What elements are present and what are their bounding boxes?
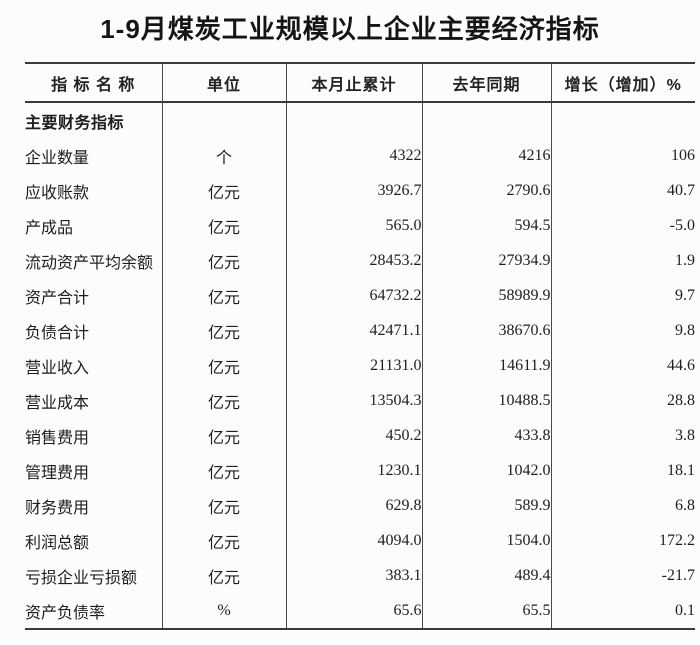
- indicator-name-cell: 资产负债率: [25, 593, 163, 630]
- growth-cell: 18.1: [667, 461, 695, 479]
- last-year-cell: 38670.6: [422, 313, 552, 348]
- table-header-row: 指 标 名 称 单位 本月止累计 去年同期 增长（增加）%: [25, 62, 695, 103]
- last-year-cell: 589.9: [422, 488, 552, 523]
- last-year-cell: 433.8: [422, 418, 552, 453]
- current-total-cell: 4322: [286, 138, 423, 173]
- unit-cell: %: [162, 593, 287, 630]
- table-row: 亏损企业亏损额 亿元 383.1 489.4 -21.7: [25, 558, 695, 593]
- indicator-name-cell: 销售费用: [25, 418, 163, 453]
- current-total-cell: 450.2: [286, 418, 423, 453]
- indicator-name-cell: 营业成本: [25, 383, 163, 418]
- indicator-name-cell: 资产合计: [25, 278, 163, 313]
- growth-cell: 172.2: [659, 531, 695, 549]
- table-row: 产成品 亿元 565.0 594.5 -5.0: [25, 208, 695, 243]
- last-year-cell: 1504.0: [422, 523, 552, 558]
- growth-cell: -5.0: [669, 216, 695, 234]
- header-cell-growth: 增长（增加）%: [551, 62, 695, 103]
- current-total-cell: 42471.1: [286, 313, 423, 348]
- unit-cell: 个: [162, 138, 287, 173]
- growth-cell: 9.8: [675, 321, 695, 339]
- table-row: 销售费用 亿元 450.2 433.8 3.8: [25, 418, 695, 453]
- header-cell-unit: 单位: [162, 62, 287, 103]
- last-year-cell: 489.4: [422, 558, 552, 593]
- unit-cell: [162, 102, 287, 138]
- indicator-name-cell: 亏损企业亏损额: [25, 558, 163, 593]
- current-total-cell: 13504.3: [286, 383, 423, 418]
- last-year-cell: 10488.5: [422, 383, 552, 418]
- last-year-cell: 14611.9: [422, 348, 552, 383]
- indicator-name-cell: 流动资产平均余额: [25, 243, 163, 278]
- unit-cell: 亿元: [162, 453, 287, 488]
- indicator-name-cell: 产成品: [25, 208, 163, 243]
- table-row: 资产合计 亿元 64732.2 58989.9 9.7: [25, 278, 695, 313]
- indicators-table: 指 标 名 称 单位 本月止累计 去年同期 增长（增加）% 主要财务指标 企业数量…: [25, 62, 695, 630]
- growth-cell: 44.6: [667, 356, 695, 374]
- growth-cell: 6.8: [675, 496, 695, 514]
- growth-cell: 1.9: [675, 251, 695, 269]
- indicator-name-cell: 利润总额: [25, 523, 163, 558]
- unit-cell: 亿元: [162, 488, 287, 523]
- growth-cell: 40.7: [667, 181, 695, 199]
- current-total-cell: 3926.7: [286, 173, 423, 208]
- indicator-name-cell: 管理费用: [25, 453, 163, 488]
- indicator-name-cell: 主要财务指标: [25, 102, 163, 138]
- indicator-name-cell: 财务费用: [25, 488, 163, 523]
- current-total-cell: 21131.0: [286, 348, 423, 383]
- unit-cell: 亿元: [162, 243, 287, 278]
- table-row: 财务费用 亿元 629.8 589.9 6.8: [25, 488, 695, 523]
- unit-cell: 亿元: [162, 208, 287, 243]
- growth-cell: 28.8: [667, 391, 695, 409]
- last-year-cell: 594.5: [422, 208, 552, 243]
- current-total-cell: 4094.0: [286, 523, 423, 558]
- current-total-cell: [286, 102, 423, 138]
- growth-cell: -21.7: [661, 566, 695, 584]
- last-year-cell: 27934.9: [422, 243, 552, 278]
- last-year-cell: 65.5: [422, 593, 552, 630]
- indicator-name-cell: 企业数量: [25, 138, 163, 173]
- unit-cell: 亿元: [162, 418, 287, 453]
- growth-cell: 106: [671, 146, 695, 164]
- table-row: 利润总额 亿元 4094.0 1504.0 172.2: [25, 523, 695, 558]
- current-total-cell: 65.6: [286, 593, 423, 630]
- last-year-cell: 4216: [422, 138, 552, 173]
- last-year-cell: 58989.9: [422, 278, 552, 313]
- unit-cell: 亿元: [162, 278, 287, 313]
- last-year-cell: 1042.0: [422, 453, 552, 488]
- table-row: 企业数量个 4322 4216 106: [25, 138, 695, 173]
- unit-cell: 亿元: [162, 173, 287, 208]
- unit-cell: 亿元: [162, 348, 287, 383]
- table-row: 流动资产平均余额 亿元 28453.2 27934.9 1.9: [25, 243, 695, 278]
- current-total-cell: 64732.2: [286, 278, 423, 313]
- current-total-cell: 28453.2: [286, 243, 423, 278]
- header-cell-last-year: 去年同期: [422, 62, 552, 103]
- indicator-name-cell: 营业收入: [25, 348, 163, 383]
- table-row: 应收账款 亿元 3926.7 2790.6 40.7: [25, 173, 695, 208]
- indicator-name-cell: 应收账款: [25, 173, 163, 208]
- section-header-row: 主要财务指标: [25, 102, 695, 138]
- last-year-cell: [422, 102, 552, 138]
- table-row: 营业收入 亿元 21131.0 14611.9 44.6: [25, 348, 695, 383]
- table-body: 主要财务指标 企业数量个 4322 4216 106 应收账款 亿元 3926.7 2790.6…: [25, 102, 695, 630]
- current-total-cell: 629.8: [286, 488, 423, 523]
- growth-cell: 3.8: [675, 426, 695, 444]
- header-cell-indicator-name: 指 标 名 称: [25, 62, 163, 103]
- growth-cell: 0.1: [551, 593, 695, 630]
- unit-cell: 亿元: [162, 313, 287, 348]
- unit-cell: 亿元: [162, 523, 287, 558]
- unit-cell: 亿元: [162, 383, 287, 418]
- last-year-cell: 2790.6: [422, 173, 552, 208]
- table-row: 管理费用 亿元 1230.1 1042.0 18.1: [25, 453, 695, 488]
- current-total-cell: 565.0: [286, 208, 423, 243]
- current-total-cell: 383.1: [286, 558, 423, 593]
- growth-cell: [551, 102, 695, 138]
- table-row: 负债合计 亿元 42471.1 38670.6 9.8: [25, 313, 695, 348]
- unit-cell: 亿元: [162, 558, 287, 593]
- header-cell-current-total: 本月止累计: [286, 62, 423, 103]
- table-row: 营业成本 亿元 13504.3 10488.5 28.8: [25, 383, 695, 418]
- table-row: 资产负债率% 65.6 65.5 0.1: [25, 593, 695, 630]
- growth-cell: 9.7: [675, 286, 695, 304]
- page-title: 1-9月煤炭工业规模以上企业主要经济指标: [100, 14, 600, 44]
- current-total-cell: 1230.1: [286, 453, 423, 488]
- indicator-name-cell: 负债合计: [25, 313, 163, 348]
